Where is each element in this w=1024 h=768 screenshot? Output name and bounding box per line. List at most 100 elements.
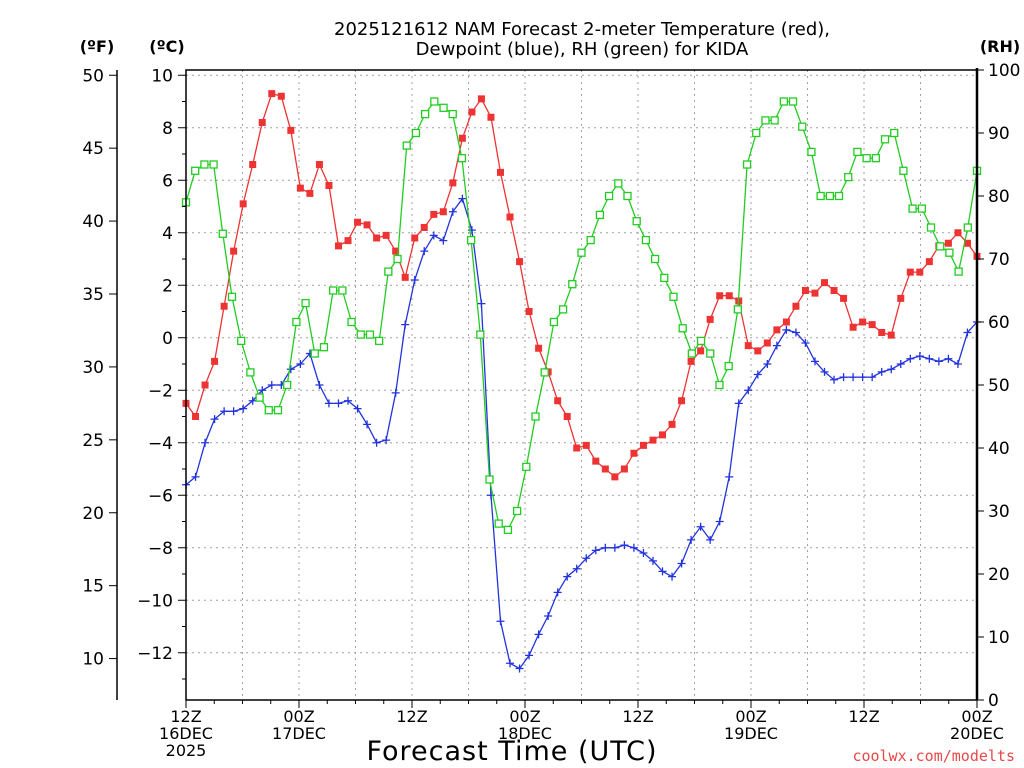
chart-title-line1: 2025121612 NAM Forecast 2-meter Temperat… <box>334 19 830 40</box>
temperature-point <box>678 397 686 405</box>
rh-tick-label: 90 <box>988 124 1010 144</box>
dewpoint-point <box>677 559 686 568</box>
dewpoint-point <box>877 367 886 376</box>
x-tick-label: 2025 <box>166 741 207 760</box>
x-tick-label: 20DEC <box>950 724 1004 743</box>
dewpoint-point <box>429 231 438 240</box>
rh-point <box>595 210 605 220</box>
dewpoint-point <box>486 491 495 500</box>
temperature-point <box>649 436 657 444</box>
dewpoint-point <box>296 360 305 368</box>
series-line <box>185 100 978 531</box>
rh-point <box>255 393 264 402</box>
rh-tick-label: 70 <box>988 250 1010 270</box>
dewpoint-point <box>820 367 829 376</box>
temperature-point <box>954 229 962 237</box>
rh-point <box>283 380 292 390</box>
rh-point <box>816 191 825 201</box>
rh-point <box>862 154 871 163</box>
temperature-point <box>868 321 876 329</box>
temperature-point <box>211 357 219 365</box>
temperature-point <box>392 247 400 255</box>
temperature-point <box>363 221 371 229</box>
temperature-point <box>706 315 714 323</box>
rh-point <box>926 223 936 232</box>
dewpoint-point <box>506 659 515 668</box>
temperature-point <box>573 444 581 452</box>
temperature-point <box>258 119 266 126</box>
rh-point <box>411 128 421 138</box>
rh-point <box>301 298 310 308</box>
x-tick-label: 00Z <box>961 707 992 726</box>
rh-point <box>558 305 568 314</box>
temperature-point <box>430 210 438 218</box>
x-tick-label: 12Z <box>170 707 201 726</box>
dewpoint-point <box>534 630 543 639</box>
chart-title-line2: Dewpoint (blue), RH (green) for KIDA <box>416 39 749 60</box>
rh-tick-label: 80 <box>988 187 1010 207</box>
fahrenheit-tick-label: 10 <box>82 650 104 670</box>
temperature-point <box>192 413 200 420</box>
rh-point <box>604 191 614 201</box>
rh-point <box>522 462 531 472</box>
dewpoint-point <box>448 207 457 216</box>
temperature-point <box>668 420 676 428</box>
rh-point <box>191 166 200 175</box>
rh-point <box>568 280 577 289</box>
dewpoint-point <box>887 365 896 374</box>
dewpoint-point <box>220 407 229 416</box>
fahrenheit-tick-label: 20 <box>82 504 104 524</box>
x-tick-label: 00Z <box>735 707 766 726</box>
celsius-tick-label: 0 <box>162 329 173 349</box>
x-tick-label: 12Z <box>622 707 653 726</box>
rh-point <box>375 336 384 346</box>
dewpoint-point <box>372 438 381 447</box>
dewpoint-point <box>896 360 905 368</box>
rh-point <box>963 223 972 232</box>
rh-point <box>696 336 706 346</box>
rh-point <box>466 235 476 245</box>
fahrenheit-tick-label: 50 <box>82 66 104 86</box>
rh-point <box>715 380 724 390</box>
rh-point <box>660 273 669 283</box>
dewpoint-point <box>629 543 638 552</box>
temperature-point <box>801 287 809 294</box>
dewpoint-point <box>753 370 762 379</box>
rh-point <box>503 525 513 535</box>
temperature-point <box>821 279 829 287</box>
dewpoint-point <box>696 522 705 531</box>
temperature-point <box>420 224 428 231</box>
temperature-point <box>249 161 257 168</box>
temperature-point <box>201 381 209 389</box>
fahrenheit-tick-label: 15 <box>82 577 104 597</box>
rh-point <box>356 330 365 339</box>
dewpoint-point <box>849 373 858 382</box>
dewpoint-point <box>915 352 924 361</box>
rh-point <box>494 519 503 528</box>
temperature-point <box>620 465 628 473</box>
rh-point <box>531 412 540 421</box>
temperature-point <box>458 134 466 142</box>
celsius-tick-label: −4 <box>148 434 173 454</box>
celsius-tick-label: 8 <box>162 119 173 139</box>
rh-point <box>200 160 209 169</box>
temperature-point <box>782 318 790 326</box>
axis-labels: 1086420−2−4−6−8−10−125045403530252015101… <box>82 61 1020 760</box>
dewpoint-point <box>553 588 562 597</box>
dewpoint-point <box>782 325 791 334</box>
rh-point <box>393 254 402 264</box>
rh-point <box>798 122 807 131</box>
dewpoint-point <box>763 360 772 368</box>
dewpoint-point <box>944 354 953 363</box>
temperature-point <box>697 347 705 355</box>
temperature-point <box>373 234 381 242</box>
dewpoint-point <box>410 276 419 284</box>
dewpoint-point <box>934 357 943 366</box>
rh-point <box>880 135 890 144</box>
rh-point <box>954 267 963 276</box>
temperature-point <box>592 457 600 465</box>
rh-point <box>485 475 494 484</box>
dewpoint-point <box>391 388 400 397</box>
dewpoint-point <box>229 407 238 416</box>
